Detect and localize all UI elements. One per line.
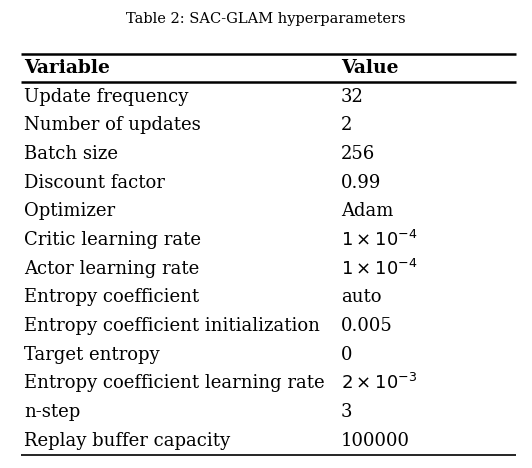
Text: 3: 3 [341,403,352,421]
Text: Entropy coefficient: Entropy coefficient [24,288,199,307]
Text: auto: auto [341,288,381,307]
Text: $1 \times 10^{-4}$: $1 \times 10^{-4}$ [341,230,417,250]
Text: $1 \times 10^{-4}$: $1 \times 10^{-4}$ [341,259,417,279]
Text: 256: 256 [341,145,375,163]
Text: Optimizer: Optimizer [24,202,115,220]
Text: Critic learning rate: Critic learning rate [24,231,201,249]
Text: Target entropy: Target entropy [24,346,160,364]
Text: 0.99: 0.99 [341,174,381,192]
Text: 100000: 100000 [341,431,410,450]
Text: 2: 2 [341,117,352,134]
Text: Replay buffer capacity: Replay buffer capacity [24,431,230,450]
Text: Update frequency: Update frequency [24,88,188,106]
Text: Number of updates: Number of updates [24,117,201,134]
Text: Entropy coefficient initialization: Entropy coefficient initialization [24,317,320,335]
Text: 0.005: 0.005 [341,317,393,335]
Text: Variable: Variable [24,59,110,77]
Text: Value: Value [341,59,398,77]
Text: Discount factor: Discount factor [24,174,165,192]
Text: n-step: n-step [24,403,80,421]
Text: Actor learning rate: Actor learning rate [24,260,199,278]
Text: 0: 0 [341,346,352,364]
Text: Entropy coefficient learning rate: Entropy coefficient learning rate [24,374,325,392]
Text: Table 2: SAC-GLAM hyperparameters: Table 2: SAC-GLAM hyperparameters [126,12,406,26]
Text: $2 \times 10^{-3}$: $2 \times 10^{-3}$ [341,373,417,393]
Text: Adam: Adam [341,202,393,220]
Text: 32: 32 [341,88,364,106]
Text: Batch size: Batch size [24,145,118,163]
